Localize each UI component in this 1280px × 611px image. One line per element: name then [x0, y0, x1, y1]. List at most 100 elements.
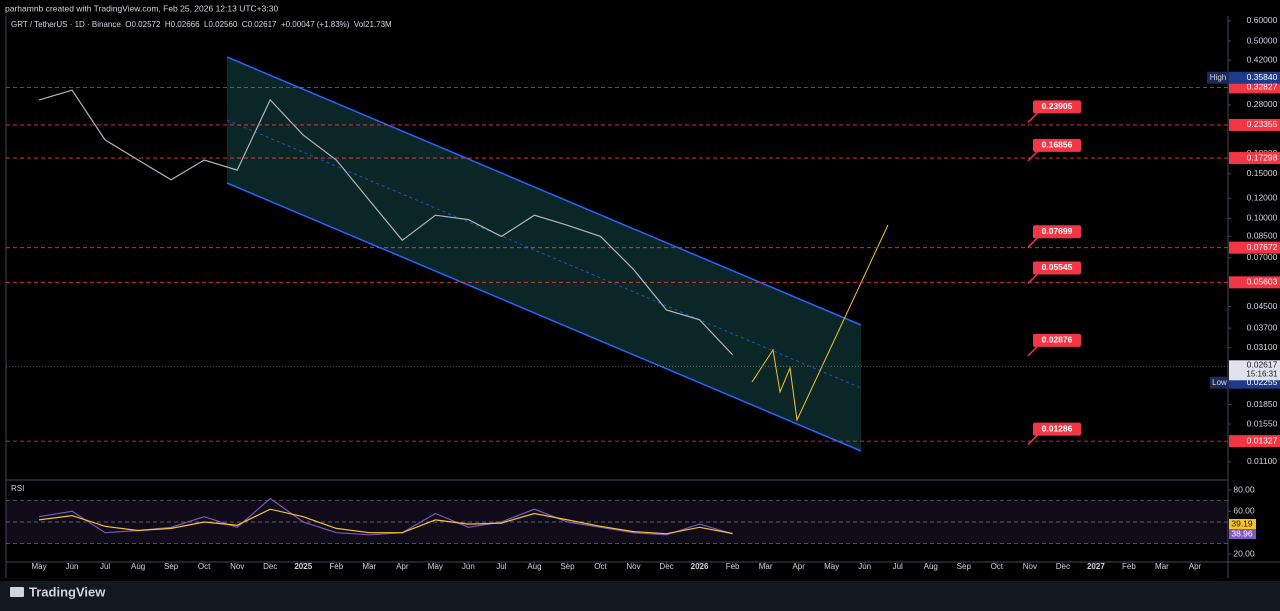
- y-tick-label: 20.00: [1233, 548, 1255, 558]
- plot-layer: 0.600000.500000.420000.280000.180000.150…: [6, 15, 1280, 571]
- rsi-title: RSI: [11, 484, 24, 493]
- y-tick-label: 0.10000: [1247, 213, 1278, 223]
- x-tick-label: Jul: [100, 562, 110, 571]
- y-tick-label: 80.00: [1233, 484, 1255, 494]
- series-line: [38, 508, 733, 535]
- rsi-last-value: 38.96: [1231, 528, 1253, 538]
- callout-box: [1033, 100, 1081, 114]
- y-tick-label: 0.08500: [1247, 231, 1278, 241]
- price-line-badge: [1229, 81, 1280, 94]
- x-tick-label: Feb: [1122, 562, 1136, 571]
- footer-bar: [0, 581, 1280, 611]
- high-tag-label: High: [1210, 73, 1226, 82]
- x-tick-label: Dec: [659, 562, 673, 571]
- x-tick-label: Oct: [991, 562, 1004, 571]
- last-price-value: 0.02617: [1247, 360, 1278, 370]
- x-tick-label: Mar: [759, 562, 773, 571]
- low-tag: [1210, 376, 1229, 389]
- rsi-last-badge: [1229, 529, 1256, 539]
- x-tick-label: Aug: [924, 562, 938, 571]
- x-tick-label: 2026: [691, 562, 709, 571]
- price-line-label: 0.23355: [1247, 119, 1278, 129]
- x-tick-label: Mar: [1155, 562, 1169, 571]
- x-tick-label: Nov: [230, 562, 244, 571]
- low-tag-label: Low: [1212, 378, 1227, 387]
- x-tick-label: Sep: [164, 562, 179, 571]
- high-badge: [1229, 71, 1280, 84]
- x-tick-label: Sep: [560, 562, 575, 571]
- y-tick-label: 0.01850: [1247, 399, 1278, 409]
- x-tick-label: Jun: [858, 562, 871, 571]
- price-line-badge: [1229, 241, 1280, 254]
- y-tick-label: 0.60000: [1247, 15, 1278, 25]
- price-line-label: 0.32827: [1247, 82, 1278, 92]
- y-tick-label: 0.28000: [1247, 99, 1278, 109]
- callout-label: 0.23905: [1042, 101, 1073, 111]
- x-tick-label: Sep: [957, 562, 972, 571]
- x-tick-label: 2025: [294, 562, 312, 571]
- x-tick-label: Mar: [362, 562, 376, 571]
- callout-box: [1033, 422, 1081, 436]
- x-tick-label: Jul: [496, 562, 506, 571]
- y-tick-label: 0.50000: [1247, 35, 1278, 45]
- x-tick-label: Apr: [1189, 562, 1202, 571]
- callout-box: [1033, 138, 1081, 152]
- callout-pointer: [1027, 434, 1039, 446]
- callout-label: 0.05545: [1042, 262, 1073, 272]
- x-tick-label: Jun: [66, 562, 79, 571]
- callout-label: 0.16856: [1042, 140, 1073, 150]
- high-tag: [1207, 71, 1229, 84]
- x-tick-label: 2027: [1087, 562, 1105, 571]
- callout-pointer: [1027, 272, 1039, 285]
- rsi-last-badge: [1229, 519, 1256, 529]
- callout-label: 0.01286: [1042, 423, 1073, 433]
- x-tick-label: Nov: [1023, 562, 1037, 571]
- price-line-label: 0.07672: [1247, 242, 1278, 252]
- channel-top: [226, 56, 862, 326]
- price-line-badge: [1229, 118, 1280, 131]
- low-value: 0.02255: [1247, 377, 1278, 387]
- x-tick-label: Apr: [792, 562, 805, 571]
- y-tick-label: 0.03100: [1247, 342, 1278, 352]
- y-tick-label: 0.12000: [1247, 193, 1278, 203]
- y-tick-label: 0.01100: [1247, 456, 1277, 466]
- callout-label: 0.07699: [1042, 226, 1073, 236]
- x-tick-label: Jul: [893, 562, 903, 571]
- rsi-last-value: 39.19: [1231, 518, 1253, 528]
- x-tick-label: Nov: [626, 562, 640, 571]
- x-tick-label: Apr: [396, 562, 409, 571]
- x-tick-label: May: [31, 562, 46, 571]
- y-tick-label: 60.00: [1233, 506, 1255, 516]
- callout-box: [1033, 261, 1081, 275]
- countdown: 15:16:31: [1246, 369, 1278, 378]
- callout-box: [1033, 225, 1081, 239]
- high-value: 0.35840: [1247, 72, 1278, 82]
- x-tick-label: Feb: [726, 562, 740, 571]
- y-tick-label: 0.04500: [1247, 301, 1278, 311]
- price-line-badge: [1229, 152, 1280, 165]
- brand-logo: [10, 587, 24, 597]
- callout-pointer: [1027, 150, 1039, 162]
- y-tick-label: 0.15000: [1247, 168, 1278, 178]
- y-tick-label: 0.03700: [1247, 322, 1278, 332]
- callout-pointer: [1027, 111, 1039, 123]
- y-tick-label: 0.42000: [1247, 54, 1278, 64]
- callout-box: [1033, 333, 1081, 347]
- author-line: parhamnb created with TradingView.com, F…: [5, 3, 278, 13]
- x-tick-label: May: [428, 562, 443, 571]
- price-line-badge: [1229, 276, 1280, 289]
- y-tick-label: 0.07000: [1247, 252, 1278, 262]
- x-tick-label: Oct: [594, 562, 607, 571]
- callout-pointer: [1027, 236, 1039, 248]
- price-line-label: 0.17298: [1247, 152, 1278, 162]
- x-tick-label: Feb: [329, 562, 343, 571]
- price-line-badge: [1229, 435, 1280, 448]
- callout-label: 0.02876: [1042, 335, 1073, 345]
- y-tick-label: 0.01550: [1247, 418, 1278, 428]
- channel-mid: [226, 119, 862, 389]
- projection-path: [751, 224, 889, 422]
- last-price-badge: [1229, 360, 1280, 381]
- brand-name: TradingView: [29, 584, 106, 599]
- callout-pointer: [1027, 345, 1039, 357]
